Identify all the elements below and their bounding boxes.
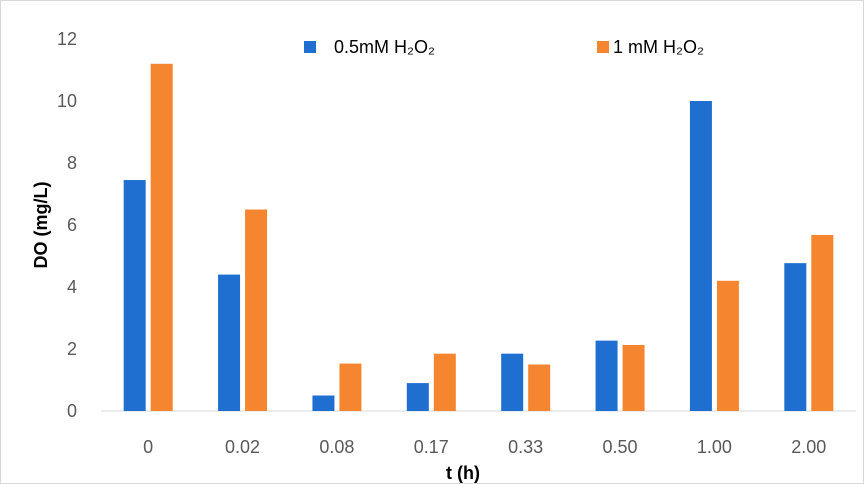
bar-series-2: [150, 63, 173, 412]
legend-swatch-series-1: [304, 41, 316, 53]
bar-series-group: [123, 63, 834, 412]
y-tick-label: 0: [67, 401, 77, 421]
bar-series-1: [595, 340, 618, 411]
plot-area: 0 2 4 6 8 10 12 0 0.02 0.08 0.17 0.33 0.50 1.00 2.00: [57, 29, 856, 457]
y-tick-label: 8: [67, 153, 77, 173]
bar-series-1: [406, 383, 429, 411]
bar-series-2: [528, 364, 551, 411]
x-tick-label: 0.17: [414, 437, 449, 457]
y-axis: 0 2 4 6 8 10 12: [57, 29, 77, 421]
legend: 0.5mM H₂O₂ 1 mM H₂O₂: [304, 37, 704, 57]
bar-series-1: [218, 274, 241, 411]
x-tick-label: 0.50: [603, 437, 638, 457]
bar-series-1: [123, 180, 146, 411]
x-axis-title: t (h): [446, 463, 480, 483]
x-tick-label: 0.08: [319, 437, 354, 457]
bar-series-1: [501, 353, 524, 411]
bar-series-2: [245, 209, 268, 411]
legend-label-series-2: 1 mM H₂O₂: [613, 37, 704, 57]
bar-series-2: [433, 353, 456, 411]
y-tick-label: 2: [67, 339, 77, 359]
y-tick-label: 6: [67, 215, 77, 235]
y-tick-label: 12: [57, 29, 77, 49]
x-tick-label: 2.00: [791, 437, 826, 457]
bar-series-1: [689, 101, 712, 411]
x-tick-label: 0: [143, 437, 153, 457]
y-tick-label: 4: [67, 277, 77, 297]
y-tick-label: 10: [57, 91, 77, 111]
legend-label-series-1: 0.5mM H₂O₂: [334, 37, 435, 57]
bar-series-2: [716, 280, 739, 411]
x-tick-label: 1.00: [697, 437, 732, 457]
x-tick-label: 0.02: [225, 437, 260, 457]
bar-series-2: [811, 234, 834, 411]
y-axis-title: DO (mg/L): [31, 182, 51, 269]
bar-series-2: [339, 363, 362, 411]
bar-series-2: [622, 344, 645, 411]
x-axis: 0 0.02 0.08 0.17 0.33 0.50 1.00 2.00: [143, 437, 826, 457]
bar-series-1: [312, 395, 335, 411]
legend-swatch-series-2: [597, 41, 609, 53]
x-tick-label: 0.33: [508, 437, 543, 457]
bar-series-1: [784, 263, 807, 411]
